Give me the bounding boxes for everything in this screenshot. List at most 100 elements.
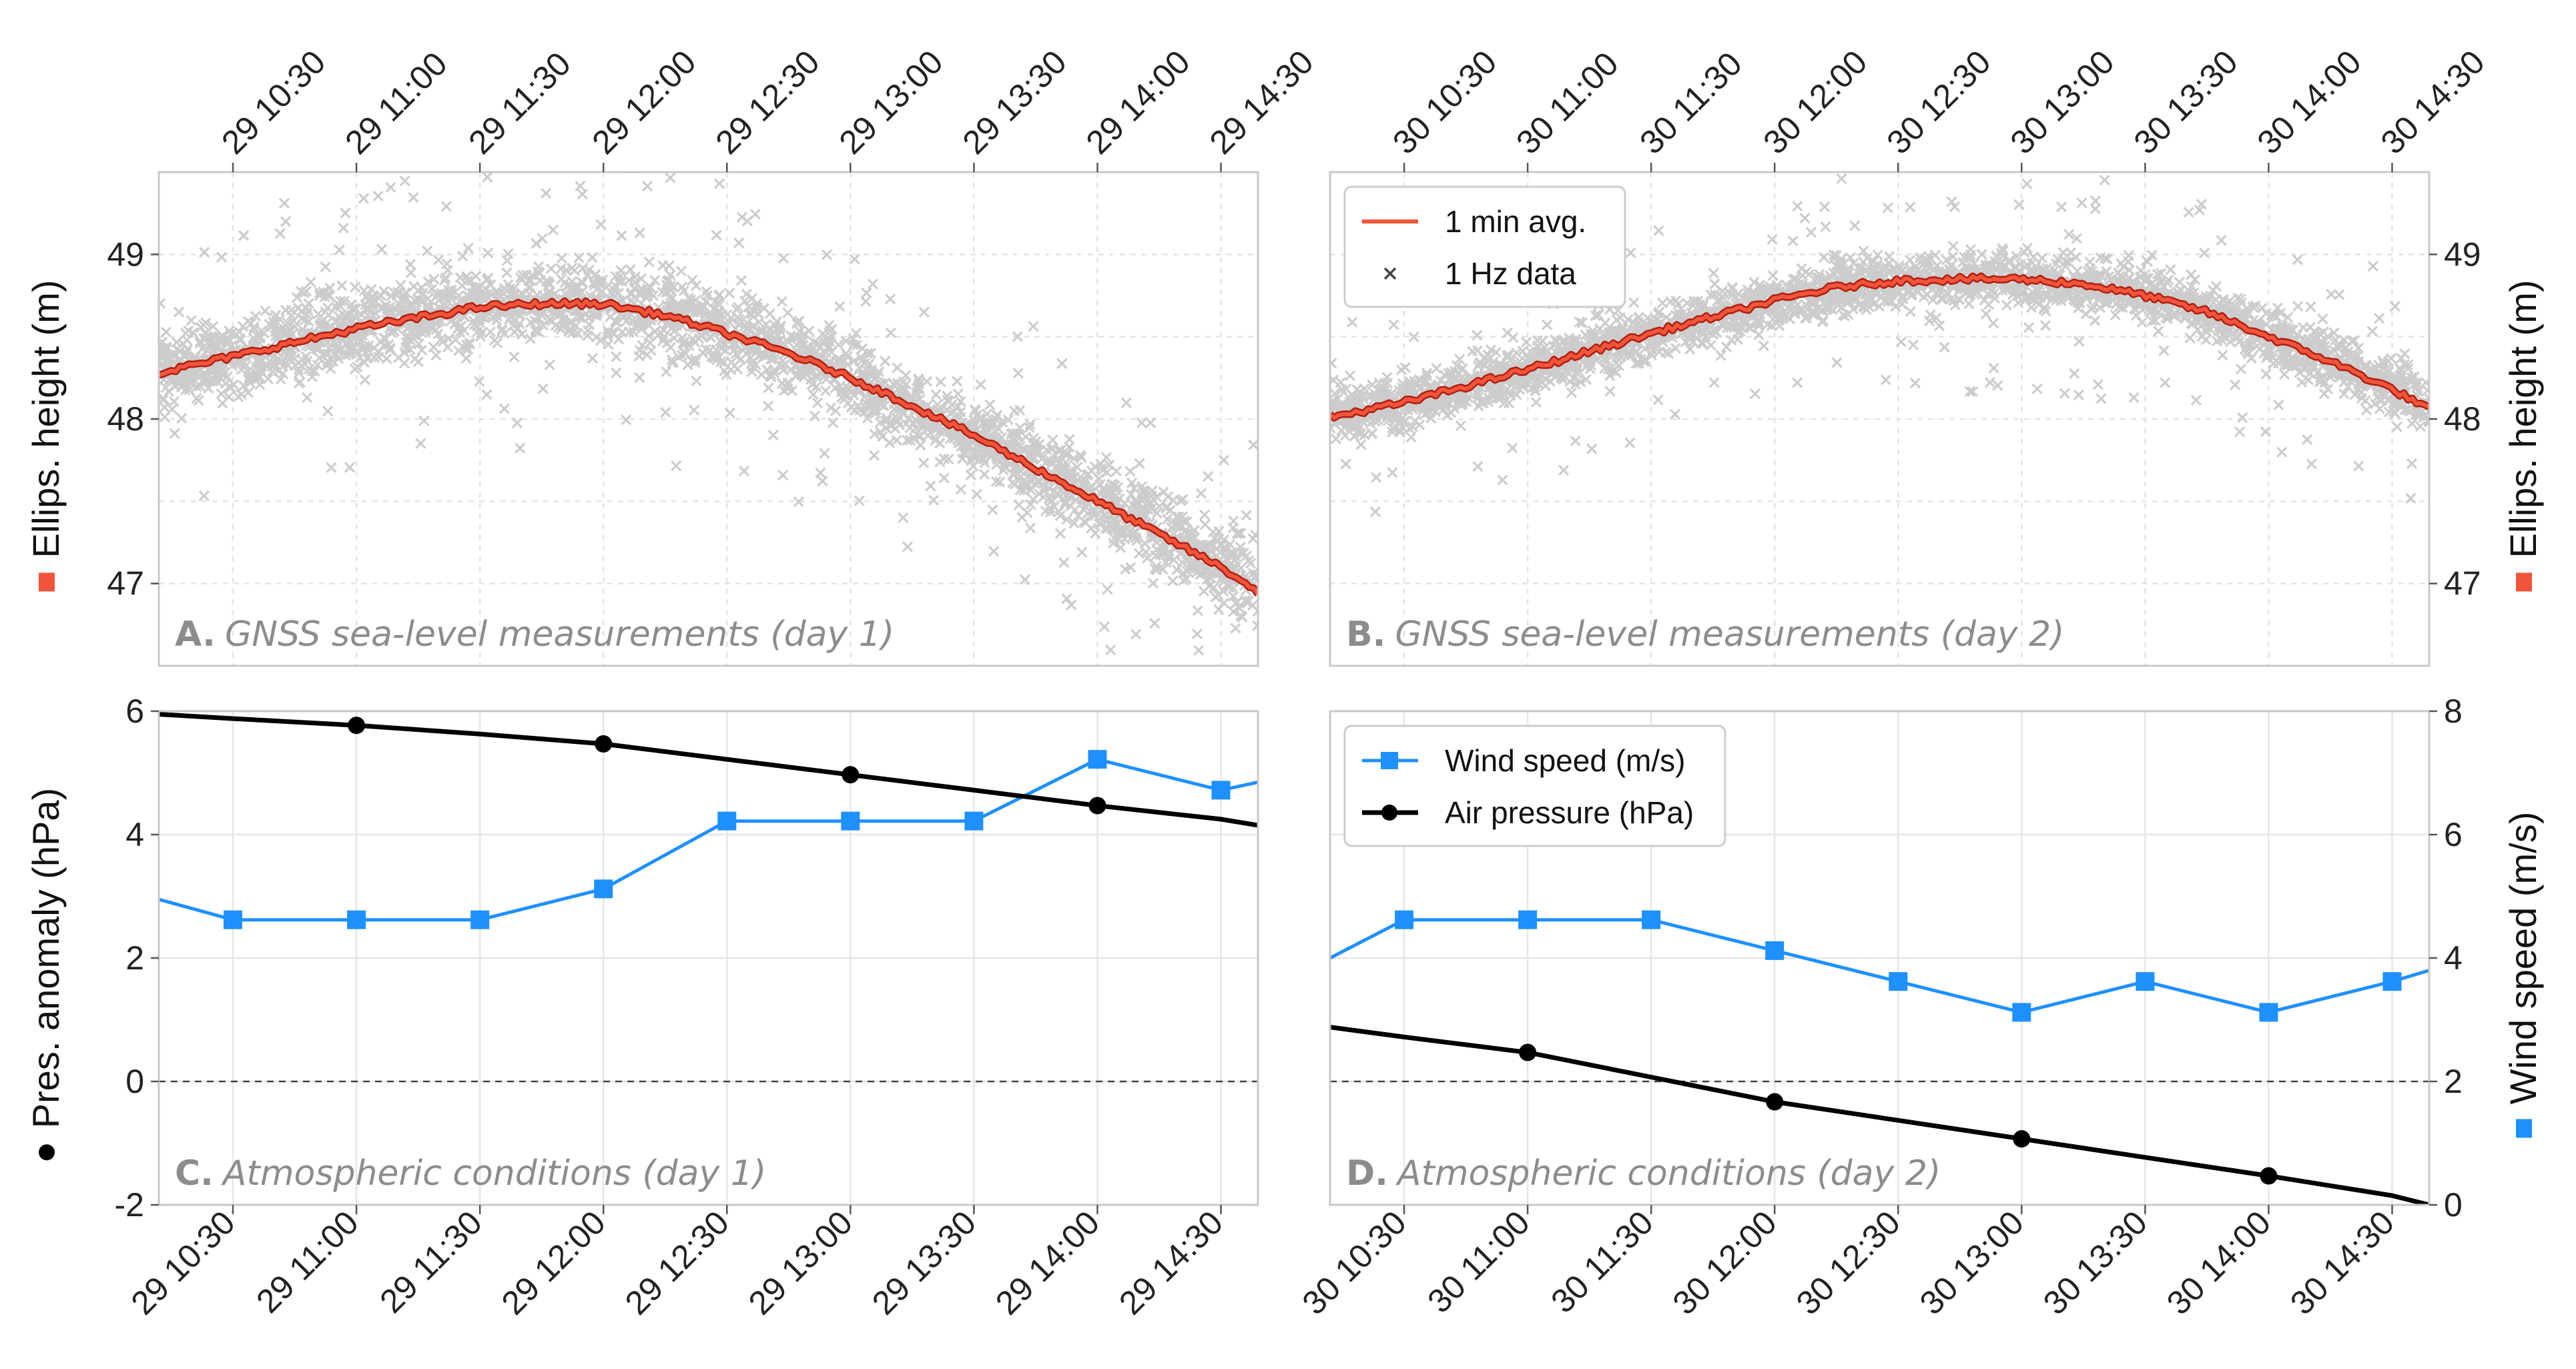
raw-data-point	[1120, 397, 1132, 408]
raw-data-point	[857, 343, 868, 354]
raw-data-point	[1347, 316, 1358, 328]
raw-data-point	[1858, 246, 1869, 257]
panel-title: A. GNSS sea-level measurements (day 1)	[175, 614, 894, 654]
raw-data-point	[868, 450, 880, 461]
raw-data-point	[1964, 386, 1975, 398]
raw-data-point	[1223, 582, 1235, 593]
raw-data-point	[537, 233, 548, 244]
raw-data-point	[793, 496, 804, 508]
raw-data-point	[713, 289, 725, 300]
raw-data-point	[767, 430, 779, 441]
raw-data-point	[1684, 344, 1696, 355]
raw-data-point	[316, 316, 328, 327]
raw-data-point	[1024, 418, 1036, 430]
raw-data-point	[1716, 286, 1728, 297]
raw-data-point	[865, 348, 877, 359]
raw-data-point	[1102, 584, 1113, 595]
raw-data-point	[1992, 380, 2003, 391]
raw-data-point	[902, 434, 913, 446]
raw-data-point	[217, 369, 228, 380]
raw-data-point	[861, 287, 872, 299]
raw-data-point	[1542, 319, 1553, 330]
raw-data-point	[938, 472, 950, 484]
raw-data-point	[750, 359, 761, 370]
raw-data-point	[987, 504, 998, 516]
raw-data-point	[1127, 531, 1139, 542]
panel-b: 30 10:30 30 11:00 30 11:30 30 12:00 30 12:30…	[1329, 43, 2544, 667]
raw-data-point	[668, 332, 680, 344]
raw-data-point	[418, 415, 430, 426]
raw-data-point	[405, 267, 416, 278]
raw-data-point	[2113, 267, 2124, 279]
raw-data-point	[428, 342, 439, 353]
raw-data-point	[2305, 301, 2316, 312]
raw-data-point	[509, 314, 521, 326]
raw-data-point	[1014, 404, 1026, 416]
raw-data-point	[2235, 294, 2246, 305]
raw-data-point	[1845, 252, 1856, 264]
raw-data-point	[1203, 470, 1214, 482]
raw-data-point	[611, 367, 622, 378]
raw-data-point	[661, 338, 673, 349]
raw-data-point	[482, 248, 494, 259]
raw-data-point	[609, 280, 621, 292]
raw-data-point	[1230, 622, 1241, 634]
raw-data-point	[384, 342, 396, 354]
raw-data-point	[1749, 388, 1760, 400]
raw-data-point	[314, 287, 326, 298]
raw-data-point	[2099, 174, 2110, 186]
raw-data-point	[1753, 329, 1764, 340]
raw-data-point	[1247, 533, 1258, 544]
raw-data-point	[2082, 266, 2094, 278]
raw-data-point	[1387, 467, 1398, 478]
raw-data-point	[1018, 484, 1029, 496]
raw-data-point	[1228, 606, 1239, 617]
raw-data-point	[711, 230, 722, 241]
raw-data-point	[1104, 459, 1115, 471]
plot-content	[159, 172, 1258, 656]
raw-data-point	[593, 276, 605, 287]
raw-data-point	[898, 512, 909, 524]
raw-data-point	[547, 224, 559, 236]
raw-data-point	[2174, 276, 2185, 288]
raw-data-point	[1163, 546, 1175, 558]
raw-data-point	[1143, 504, 1154, 516]
raw-data-point	[2089, 315, 2101, 326]
y-label-marker	[39, 572, 55, 592]
raw-data-point	[666, 293, 677, 305]
raw-data-point	[1396, 382, 1408, 394]
raw-data-point	[1151, 491, 1163, 502]
raw-data-point	[643, 256, 655, 268]
raw-data-point	[1408, 332, 1419, 343]
raw-data-point	[2165, 264, 2176, 276]
y-tick-label: 49	[107, 236, 144, 273]
raw-data-point	[1053, 445, 1064, 456]
raw-data-point	[509, 351, 520, 363]
raw-data-point	[441, 258, 452, 270]
raw-data-point	[1218, 597, 1230, 609]
raw-data-point	[503, 248, 514, 260]
raw-data-point	[392, 308, 404, 319]
raw-data-point	[525, 333, 536, 344]
raw-data-point	[1053, 506, 1065, 517]
raw-data-point	[198, 490, 210, 502]
raw-data-point	[625, 264, 636, 276]
raw-data-point	[1085, 483, 1096, 494]
raw-data-point	[1931, 312, 1942, 324]
raw-data-point	[276, 355, 287, 366]
raw-data-point	[422, 299, 434, 310]
raw-data-point	[1366, 428, 1377, 440]
raw-data-point	[2013, 199, 2025, 210]
raw-data-point	[1235, 610, 1247, 622]
raw-data-point	[1116, 528, 1127, 540]
raw-data-point	[1238, 547, 1249, 558]
raw-data-point	[432, 288, 444, 300]
raw-data-point	[194, 338, 206, 349]
raw-data-point	[1012, 368, 1024, 379]
raw-data-point	[250, 310, 262, 322]
raw-data-point	[525, 317, 537, 328]
raw-data-point	[166, 404, 178, 415]
raw-data-point	[1818, 252, 1830, 263]
raw-data-point	[411, 326, 423, 338]
raw-data-point	[1503, 398, 1515, 409]
